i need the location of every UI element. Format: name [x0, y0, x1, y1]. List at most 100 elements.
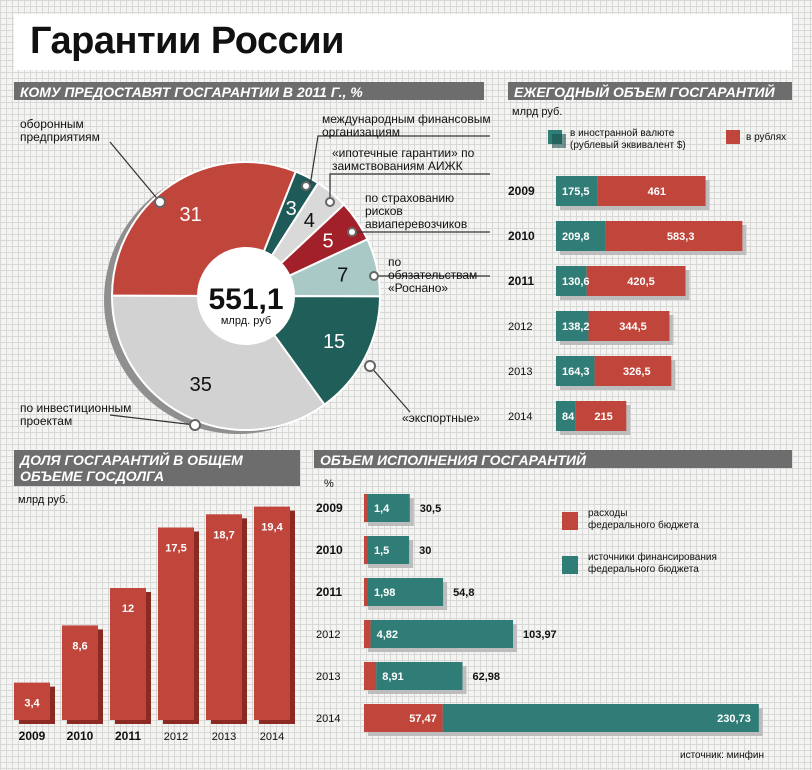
share-value-2011: 12: [122, 603, 134, 615]
page-title: Гарантии России: [30, 20, 344, 62]
annual-label-foreign-2014: 84: [562, 411, 575, 423]
annual-label-foreign-2012: 138,2: [562, 321, 590, 333]
pie-value-5: 35: [190, 374, 212, 396]
annual-bar-foreign-2014: [556, 401, 576, 431]
exec-bar-sources-2010: [368, 536, 410, 564]
share-section-header: ДОЛЯ ГОСГАРАНТИЙ В ОБЩЕМ ОБЪЕМЕ ГОСДОЛГА: [14, 450, 300, 486]
share-value-2009: 3,4: [24, 698, 40, 710]
annual-year-2010: 2010: [508, 229, 535, 243]
annual-title: ЕЖЕГОДНЫЙ ОБЪЕМ ГОСГАРАНТИЙ: [514, 84, 775, 100]
pie-label-mortgage: «ипотечные гарантии» по заимствованиям А…: [332, 146, 475, 173]
exec-year-2012: 2012: [316, 629, 340, 641]
pie-label-defense: оборонным предприятиям: [20, 117, 100, 144]
pie-value-0: 3: [286, 198, 297, 220]
share-bar-2011: [110, 588, 146, 720]
leader-line-mortgage: [329, 173, 490, 202]
marker-rosnano: [369, 271, 379, 281]
legend-swatch-expenses: [562, 512, 578, 530]
exec-label-expenses-2014: 57,47: [409, 713, 437, 725]
share-bar-2012: [158, 527, 194, 720]
annual-bar-rub-2013: [594, 356, 672, 386]
pie-label-invest: по инвестиционным проектам: [20, 401, 132, 428]
marker-aviation: [347, 227, 357, 237]
annual-label-rub-2010: 583,3: [667, 231, 695, 243]
legend-swatch-foreign-shadow: [552, 134, 566, 148]
pie-center-unit: млрд. руб: [221, 315, 271, 327]
annual-year-2011: 2011: [508, 274, 534, 288]
legend-label-sources-1: источники финансирования: [588, 551, 717, 563]
exec-bar-sources-2009: [368, 494, 410, 522]
exec-year-2013: 2013: [316, 671, 340, 683]
exec-label-sources-2013: 62,98: [472, 671, 500, 683]
execution-section-header: ОБЪЕМ ИСПОЛНЕНИЯ ГОСГАРАНТИЙ: [314, 450, 792, 468]
share-value-2013: 18,7: [213, 529, 234, 541]
exec-label-sources-2009: 30,5: [420, 503, 441, 515]
exec-label-expenses-2010: 1,5: [374, 545, 389, 557]
source-note: источник: минфин: [680, 750, 764, 761]
leader-line-defense: [109, 141, 161, 203]
pie-label-intl: международным финансовым организациям: [322, 112, 491, 139]
annual-bar-rub-2012: [588, 311, 670, 341]
exec-label-sources-2012: 103,97: [523, 629, 557, 641]
exec-label-expenses-2012: 4,82: [377, 629, 398, 641]
annual-bar-rub-2014: [575, 401, 627, 431]
exec-label-expenses-2009: 1,4: [374, 503, 390, 515]
share-bar-2014: [254, 506, 290, 720]
pie-title: КОМУ ПРЕДОСТАВЯТ ГОСГАРАНТИИ В 2011 Г., …: [20, 84, 363, 100]
annual-section-header: ЕЖЕГОДНЫЙ ОБЪЕМ ГОСГАРАНТИЙ: [508, 82, 792, 100]
exec-bar-expenses-2014: [364, 704, 443, 732]
annual-label-rub-2011: 420,5: [627, 276, 655, 288]
share-title: ДОЛЯ ГОСГАРАНТИЙ В ОБЩЕМ ОБЪЕМЕ ГОСДОЛГА: [20, 452, 243, 484]
legend-swatch-sources: [562, 556, 578, 574]
annual-bar-foreign-2011: [556, 266, 587, 296]
annual-bar-rub-2011: [586, 266, 686, 296]
title-panel: [14, 14, 792, 70]
marker-mortgage: [325, 197, 335, 207]
exec-bar-expenses-2009: [364, 494, 368, 522]
annual-label-foreign-2010: 209,8: [562, 231, 590, 243]
share-year-2014: 2014: [260, 731, 284, 743]
pie-section-header: КОМУ ПРЕДОСТАВЯТ ГОСГАРАНТИИ В 2011 Г., …: [14, 82, 484, 100]
annual-label-foreign-2009: 175,5: [562, 186, 590, 198]
pie-label-rosnano: по обязательствам «Роснано»: [388, 255, 478, 295]
legend-swatch-rub: [726, 130, 740, 144]
annual-year-2013: 2013: [508, 366, 532, 378]
annual-label-rub-2013: 326,5: [623, 366, 651, 378]
pie-center-value: 551,1: [208, 283, 283, 316]
share-value-2014: 19,4: [261, 522, 283, 534]
exec-bar-sources-2011: [368, 578, 444, 606]
annual-label-foreign-2011: 130,6: [562, 276, 590, 288]
share-year-2010: 2010: [67, 729, 94, 743]
exec-bar-sources-2013: [376, 662, 463, 690]
exec-bar-sources-2014: [442, 704, 759, 732]
annual-label-rub-2012: 344,5: [619, 321, 647, 333]
annual-chart: в иностранной валюте(рублевый эквивалент…: [508, 128, 786, 435]
exec-label-expenses-2011: 1,98: [374, 587, 395, 599]
annual-label-foreign-2013: 164,3: [562, 366, 590, 378]
execution-unit: %: [324, 478, 334, 490]
annual-year-2012: 2012: [508, 321, 532, 333]
pie-value-1: 4: [304, 210, 315, 232]
annual-bar-rub-2010: [605, 221, 743, 251]
share-unit: млрд руб.: [18, 494, 69, 506]
exec-label-sources-2014: 230,73: [717, 713, 751, 725]
pie-value-4: 15: [323, 331, 345, 353]
legend-label-sources-2: федерального бюджета: [588, 563, 699, 575]
exec-bar-expenses-2011: [364, 578, 368, 606]
legend-label-expenses-2: федерального бюджета: [588, 519, 699, 531]
legend-label-expenses-1: расходы: [588, 508, 627, 519]
annual-bar-foreign-2013: [556, 356, 595, 386]
marker-invest: [189, 419, 201, 431]
exec-year-2014: 2014: [316, 713, 340, 725]
exec-year-2010: 2010: [316, 543, 343, 557]
share-year-2011: 2011: [115, 729, 141, 743]
share-value-2010: 8,6: [72, 640, 87, 652]
share-chart: 3,4 2009 8,6 2010 12 2011 17,5 2012 18,7 2013 19,4…: [14, 506, 295, 743]
annual-unit: млрд руб.: [512, 106, 563, 118]
exec-label-sources-2010: 30: [419, 545, 431, 557]
annual-year-2014: 2014: [508, 411, 532, 423]
pie-label-export: «экспортные»: [402, 411, 480, 425]
pie-value-2: 5: [322, 231, 333, 253]
exec-label-sources-2011: 54,8: [453, 587, 474, 599]
execution-title: ОБЪЕМ ИСПОЛНЕНИЯ ГОСГАРАНТИЙ: [320, 452, 587, 468]
